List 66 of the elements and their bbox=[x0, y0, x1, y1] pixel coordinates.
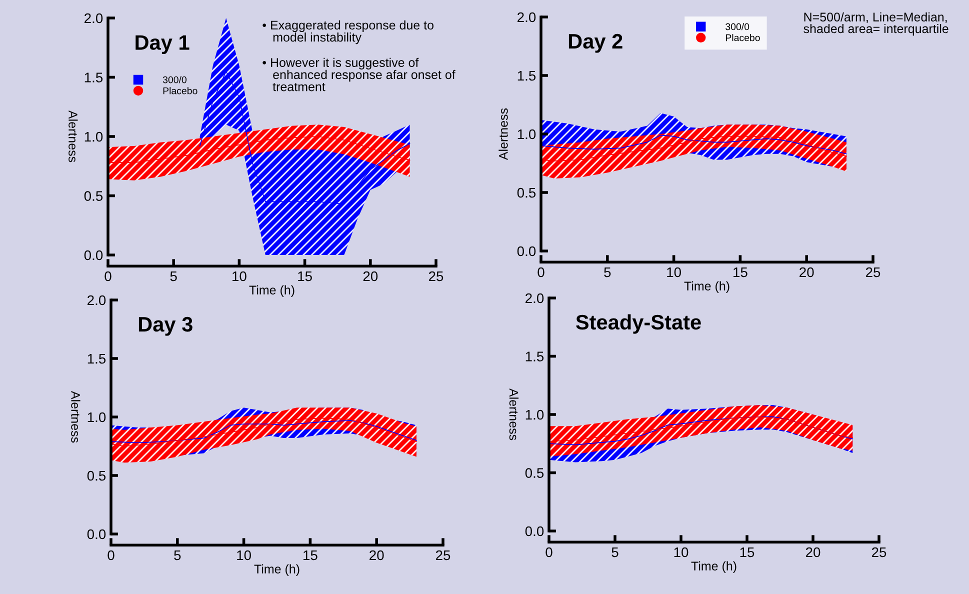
x-tick-label: 25 bbox=[872, 547, 886, 558]
x-tick-label: 15 bbox=[298, 271, 312, 282]
y-tick-label: 0.0 bbox=[84, 250, 103, 260]
y-tick-label: 1.0 bbox=[526, 410, 544, 420]
x-tick-label: 20 bbox=[363, 271, 378, 282]
y-tick-label: 1.5 bbox=[518, 70, 536, 81]
x-tick-label: 15 bbox=[304, 550, 318, 560]
x-tick-label: 10 bbox=[667, 267, 681, 278]
x-tick-label: 15 bbox=[740, 547, 754, 558]
x-tick-label: 20 bbox=[806, 547, 820, 558]
x-tick-label: 15 bbox=[734, 267, 748, 278]
x-tick-label: 5 bbox=[604, 267, 611, 278]
x-axis-title: Time (h) bbox=[249, 285, 294, 297]
text: Day 1 bbox=[136, 35, 190, 54]
y-axis-title: Alertness bbox=[509, 388, 519, 440]
text: Steady-State bbox=[576, 314, 701, 334]
y-tick-label: 0.0 bbox=[517, 246, 536, 256]
y-tick-label: 0.5 bbox=[517, 188, 536, 198]
y-tick-label: 1.0 bbox=[88, 412, 106, 422]
x-tick-label: 5 bbox=[612, 547, 618, 558]
y-tick-label: 1.0 bbox=[518, 129, 536, 140]
x-tick-label: 5 bbox=[174, 550, 181, 560]
line-series bbox=[108, 136, 410, 163]
text: Day 2 bbox=[568, 34, 622, 53]
y-tick-label: 0.5 bbox=[84, 191, 103, 201]
annotation: • Exaggerated response due to model instability bbox=[262, 20, 434, 44]
y-axis-title: Alertness bbox=[68, 110, 78, 162]
line-series bbox=[541, 134, 847, 154]
x-axis-title: Time (h) bbox=[691, 561, 736, 573]
legend-label: 300/0 bbox=[726, 23, 750, 30]
y-tick-label: 2.0 bbox=[526, 293, 544, 304]
x-tick-label: 0 bbox=[546, 547, 552, 558]
annotation: • However it is suggestive of enhanced response afar onset of treatment bbox=[262, 58, 456, 92]
x-tick-label: 10 bbox=[237, 550, 251, 560]
x-tick-label: 20 bbox=[800, 267, 814, 278]
x-tick-label: 25 bbox=[866, 267, 880, 278]
y-tick-label: 0.0 bbox=[525, 526, 544, 536]
legend-label: 300/0 bbox=[162, 76, 187, 84]
y-tick-label: 0.5 bbox=[87, 470, 106, 481]
y-tick-label: 0.5 bbox=[525, 468, 544, 478]
y-tick-label: 0.0 bbox=[87, 529, 106, 540]
annotation: N=500/arm, Line=Median, shaded area= interquartile bbox=[804, 12, 948, 36]
x-axis-title: Time (h) bbox=[254, 564, 300, 576]
y-tick-label: 1.5 bbox=[526, 352, 544, 362]
y-axis-title: Alertness bbox=[71, 390, 80, 443]
x-tick-label: 0 bbox=[104, 271, 112, 282]
text: Day 3 bbox=[138, 316, 192, 336]
y-tick-label: 2.0 bbox=[88, 295, 106, 306]
x-tick-label: 25 bbox=[428, 271, 444, 282]
x-tick-label: 20 bbox=[370, 550, 384, 560]
y-tick-label: 1.5 bbox=[88, 354, 106, 364]
line-series bbox=[199, 70, 410, 204]
y-tick-label: 1.0 bbox=[84, 132, 103, 142]
x-tick-label: 10 bbox=[674, 547, 688, 558]
y-tick-label: 2.0 bbox=[518, 12, 536, 22]
x-axis-title: Time (h) bbox=[684, 281, 730, 293]
x-tick-label: 5 bbox=[170, 271, 177, 282]
x-tick-label: 25 bbox=[436, 550, 450, 560]
y-tick-label: 2.0 bbox=[84, 13, 103, 24]
x-tick-label: 0 bbox=[108, 550, 114, 560]
y-tick-label: 1.5 bbox=[84, 72, 103, 82]
x-tick-label: 0 bbox=[538, 267, 544, 278]
x-tick-label: 10 bbox=[232, 271, 246, 282]
legend-label: Placebo bbox=[726, 34, 760, 42]
legend-label: Placebo bbox=[163, 87, 198, 94]
y-axis-title: Alertness bbox=[498, 108, 508, 160]
